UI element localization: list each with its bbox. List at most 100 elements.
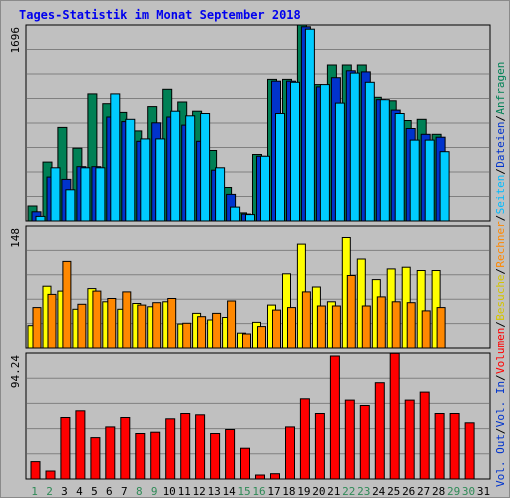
bar-top-seiten-day-19 [304,28,315,222]
bar-middle-rechner-day-26 [406,302,416,349]
bar-middle-rechner-day-21 [331,305,341,349]
bar-top-seiten-day-9 [155,138,166,222]
bar-top-seiten-day-6 [110,93,121,222]
bar-bottom-volumen-day-9 [150,431,161,480]
bar-middle-rechner-day-4 [77,303,87,349]
bar-bottom-volumen-day-17 [270,473,280,480]
x-tick-label: 2 [46,485,53,498]
bar-middle-rechner-day-9 [152,302,162,349]
x-tick-label: 26 [402,485,415,498]
bar-bottom-volumen-day-12 [195,414,206,480]
bar-top-seiten-day-5 [95,167,106,222]
bar-top-seiten-day-25 [394,113,405,222]
legend-bottom-vol-in: Vol. In [494,381,507,427]
bar-middle-rechner-day-13 [212,312,222,349]
legend-mid-besuche: Besuche [494,274,507,320]
legend-separator: / [494,115,507,122]
bar-middle-rechner-day-18 [287,307,296,349]
bar-middle-rechner-day-14 [227,300,237,349]
x-tick-label: 11 [178,485,191,498]
x-tick-label: 31 [477,485,490,498]
bar-bottom-volumen-day-8 [135,433,146,480]
y-max-label-top: 1696 [9,27,22,54]
legend-bottom-vol-out: Vol. Out [494,434,507,487]
bar-middle-rechner-day-23 [361,305,371,349]
bar-bottom-volumen-day-6 [105,426,116,480]
bar-bottom-volumen-day-29 [449,413,460,480]
bar-top-seiten-day-10 [170,110,181,222]
bar-bottom-volumen-day-30 [464,422,475,480]
bar-bottom-volumen-day-28 [434,413,445,480]
bar-middle-rechner-day-11 [182,322,192,349]
bar-top-seiten-day-17 [275,113,285,222]
bar-top-seiten-day-18 [290,81,300,222]
bar-top-seiten-day-1 [35,215,46,222]
bar-bottom-volumen-day-23 [359,405,370,480]
x-tick-label: 21 [327,485,340,498]
bar-middle-rechner-day-2 [47,293,57,349]
bar-middle-rechner-day-3 [62,260,72,349]
legend-top-anfragen: Anfragen [494,62,507,115]
bar-bottom-volumen-day-22 [344,399,355,480]
x-tick-label: 10 [163,485,176,498]
bar-bottom-volumen-day-21 [329,355,340,480]
legend-top-dateien: Dateien [494,121,507,167]
bar-middle-rechner-day-7 [122,291,132,349]
bar-top-seiten-day-23 [364,81,375,222]
bar-top-seiten-day-27 [424,139,435,222]
bar-top-seiten-day-7 [125,118,136,222]
bar-middle-rechner-day-17 [272,309,281,349]
x-tick-label: 23 [357,485,370,498]
bar-middle-rechner-day-28 [436,307,446,349]
x-tick-label: 25 [387,485,400,498]
bar-bottom-volumen-day-26 [404,399,415,480]
x-tick-label: 8 [136,485,143,498]
bar-top-seiten-day-3 [65,189,76,222]
bar-middle-rechner-day-1 [32,307,42,349]
bar-top-seiten-day-16 [260,155,270,222]
bar-middle-rechner-day-15 [242,333,251,349]
x-tick-label: 3 [61,485,68,498]
x-tick-label: 7 [121,485,128,498]
x-tick-label: 17 [267,485,280,498]
legend-top-seiten: Seiten [494,175,507,215]
bar-middle-rechner-day-16 [257,326,266,349]
x-tick-label: 29 [447,485,460,498]
bar-middle-besuche-day-23 [356,258,366,349]
x-tick-label: 27 [417,485,430,498]
bar-top-seiten-day-28 [439,151,450,222]
bar-bottom-volumen-day-5 [90,437,101,480]
bar-middle-rechner-day-6 [107,298,117,349]
x-tick-label: 19 [297,485,310,498]
bar-middle-rechner-day-12 [197,316,207,349]
x-tick-label: 22 [342,485,355,498]
bar-bottom-volumen-day-7 [120,417,131,480]
bar-bottom-volumen-day-3 [60,417,71,480]
bar-bottom-volumen-day-11 [180,413,191,480]
x-tick-label: 12 [192,485,205,498]
y-max-label-middle: 148 [9,228,22,248]
legend-separator: / [494,321,507,328]
bar-bottom-volumen-day-25 [389,352,400,480]
bar-top-seiten-day-12 [200,113,211,222]
x-tick-label: 15 [237,485,250,498]
bar-top-seiten-day-13 [215,167,226,222]
legend-bottom-volumen: Volumen [494,328,507,374]
bar-bottom-volumen-day-14 [225,429,236,480]
bar-middle-besuche-day-27 [416,270,426,349]
bar-bottom-volumen-day-13 [210,433,221,480]
bar-middle-rechner-day-10 [167,298,177,349]
bar-middle-rechner-day-5 [92,290,102,349]
chart-title: Tages-Statistik im Monat September 2018 [19,8,301,22]
legend-separator: / [494,374,507,381]
legend-mid-rechner: Rechner [494,221,507,268]
bar-top-seiten-day-14 [230,206,241,222]
bar-top-seiten-day-21 [334,102,345,222]
bar-bottom-volumen-day-20 [314,413,325,480]
bar-bottom-volumen-day-19 [299,398,310,480]
x-tick-label: 4 [76,485,83,498]
bar-middle-rechner-day-27 [421,310,431,349]
x-tick-label: 24 [372,485,386,498]
